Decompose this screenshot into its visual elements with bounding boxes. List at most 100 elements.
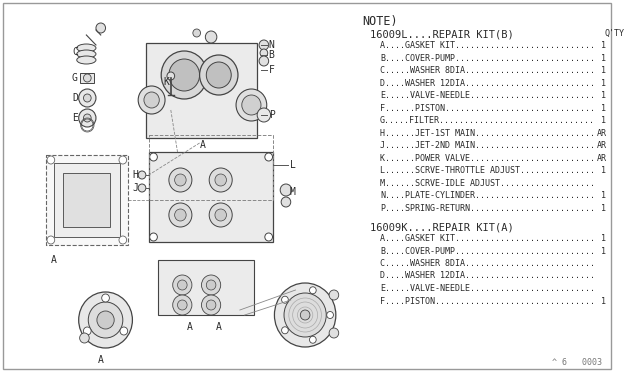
Text: ^ 6   0003: ^ 6 0003 xyxy=(552,358,602,367)
Text: D....WASHER 12DIA..........................: D....WASHER 12DIA.......................… xyxy=(380,78,595,87)
Text: M: M xyxy=(290,187,296,197)
Circle shape xyxy=(83,94,91,102)
Circle shape xyxy=(236,89,267,121)
Circle shape xyxy=(120,327,127,335)
Bar xyxy=(148,135,273,200)
Circle shape xyxy=(282,296,288,303)
Circle shape xyxy=(177,280,187,290)
Text: K......POWER VALVE.........................: K......POWER VALVE......................… xyxy=(380,154,595,163)
Circle shape xyxy=(327,311,333,318)
Text: J: J xyxy=(132,183,138,193)
Circle shape xyxy=(161,51,207,99)
Text: D....WASHER 12DIA..........................: D....WASHER 12DIA.......................… xyxy=(380,272,595,280)
Text: 1: 1 xyxy=(602,54,607,62)
Circle shape xyxy=(177,300,187,310)
Text: Q'TY: Q'TY xyxy=(605,29,625,38)
Text: A: A xyxy=(98,355,104,365)
Circle shape xyxy=(202,275,221,295)
Text: P: P xyxy=(269,110,275,120)
Text: 16009L....REPAIR KIT(B): 16009L....REPAIR KIT(B) xyxy=(371,29,514,39)
Circle shape xyxy=(257,108,271,122)
Circle shape xyxy=(79,292,132,348)
Text: D: D xyxy=(72,93,78,103)
Circle shape xyxy=(209,168,232,192)
Text: J......JET-2ND MAIN........................: J......JET-2ND MAIN.....................… xyxy=(380,141,595,150)
Circle shape xyxy=(206,62,231,88)
Circle shape xyxy=(280,184,292,196)
Circle shape xyxy=(205,31,217,43)
Text: E.....VALVE-NEEDLE.........................: E.....VALVE-NEEDLE......................… xyxy=(380,91,595,100)
Text: A: A xyxy=(51,255,57,265)
Circle shape xyxy=(200,55,238,95)
Text: H: H xyxy=(132,170,138,180)
Circle shape xyxy=(167,72,175,80)
Circle shape xyxy=(96,23,106,33)
Text: 1: 1 xyxy=(602,66,607,75)
Text: 1: 1 xyxy=(602,41,607,50)
Circle shape xyxy=(260,49,268,57)
Text: A....GASKET KIT............................: A....GASKET KIT.........................… xyxy=(380,41,595,50)
Circle shape xyxy=(97,311,114,329)
Circle shape xyxy=(144,92,159,108)
Circle shape xyxy=(329,290,339,300)
Circle shape xyxy=(275,283,336,347)
Circle shape xyxy=(284,293,326,337)
Circle shape xyxy=(138,184,146,192)
Text: A....GASKET KIT............................: A....GASKET KIT.........................… xyxy=(380,234,595,243)
Circle shape xyxy=(169,168,192,192)
Text: G.....FILTER...............................: G.....FILTER............................… xyxy=(380,116,595,125)
Text: B: B xyxy=(269,50,275,60)
Circle shape xyxy=(138,171,146,179)
Circle shape xyxy=(150,233,157,241)
Circle shape xyxy=(173,295,192,315)
Circle shape xyxy=(173,275,192,295)
Circle shape xyxy=(88,302,123,338)
Circle shape xyxy=(281,197,291,207)
Text: 16009K....REPAIR KIT(A): 16009K....REPAIR KIT(A) xyxy=(371,222,514,232)
Circle shape xyxy=(242,95,261,115)
Circle shape xyxy=(215,209,227,221)
Circle shape xyxy=(215,174,227,186)
Text: L: L xyxy=(290,160,296,170)
Text: H......JET-1ST MAIN........................: H......JET-1ST MAIN.....................… xyxy=(380,128,595,138)
Bar xyxy=(79,73,94,83)
Text: 1: 1 xyxy=(602,247,607,256)
Text: 1: 1 xyxy=(602,116,607,125)
Circle shape xyxy=(265,153,273,161)
Text: 1: 1 xyxy=(602,78,607,87)
Circle shape xyxy=(259,56,269,66)
Bar xyxy=(146,43,257,138)
Circle shape xyxy=(102,294,109,302)
Bar xyxy=(148,152,273,242)
Text: NOTE): NOTE) xyxy=(363,15,398,28)
Circle shape xyxy=(193,29,200,37)
Text: 1: 1 xyxy=(602,166,607,175)
Circle shape xyxy=(83,74,91,82)
Circle shape xyxy=(119,236,127,244)
Circle shape xyxy=(175,209,186,221)
Text: N....PLATE-CYLINDER........................: N....PLATE-CYLINDER.....................… xyxy=(380,191,595,200)
Text: M......SCRVE-IDLE ADJUST...................: M......SCRVE-IDLE ADJUST................… xyxy=(380,179,595,187)
Text: B....COVER-PUMP............................: B....COVER-PUMP.........................… xyxy=(380,247,595,256)
Bar xyxy=(158,260,254,315)
Circle shape xyxy=(169,59,200,91)
Text: 1: 1 xyxy=(602,191,607,200)
Circle shape xyxy=(79,109,96,127)
Text: 1: 1 xyxy=(602,203,607,212)
Text: C: C xyxy=(72,47,78,57)
Ellipse shape xyxy=(77,44,96,52)
Circle shape xyxy=(265,233,273,241)
Text: P....SPRING-RETURN.........................: P....SPRING-RETURN......................… xyxy=(380,203,595,212)
Text: N: N xyxy=(269,40,275,50)
Text: E.....VALVE-NEEDLE.........................: E.....VALVE-NEEDLE......................… xyxy=(380,284,595,293)
Text: L......SCRVE-THROTTLE ADJUST...............: L......SCRVE-THROTTLE ADJUST............… xyxy=(380,166,595,175)
Text: B....COVER-PUMP............................: B....COVER-PUMP.........................… xyxy=(380,54,595,62)
Text: 1: 1 xyxy=(602,296,607,305)
Text: C.....WASHER 8DIA..........................: C.....WASHER 8DIA.......................… xyxy=(380,66,595,75)
Circle shape xyxy=(79,333,89,343)
Circle shape xyxy=(79,89,96,107)
Circle shape xyxy=(259,40,269,50)
Bar xyxy=(54,163,120,237)
Text: C.....WASHER 8DIA..........................: C.....WASHER 8DIA.......................… xyxy=(380,259,595,268)
Text: E: E xyxy=(72,113,78,123)
